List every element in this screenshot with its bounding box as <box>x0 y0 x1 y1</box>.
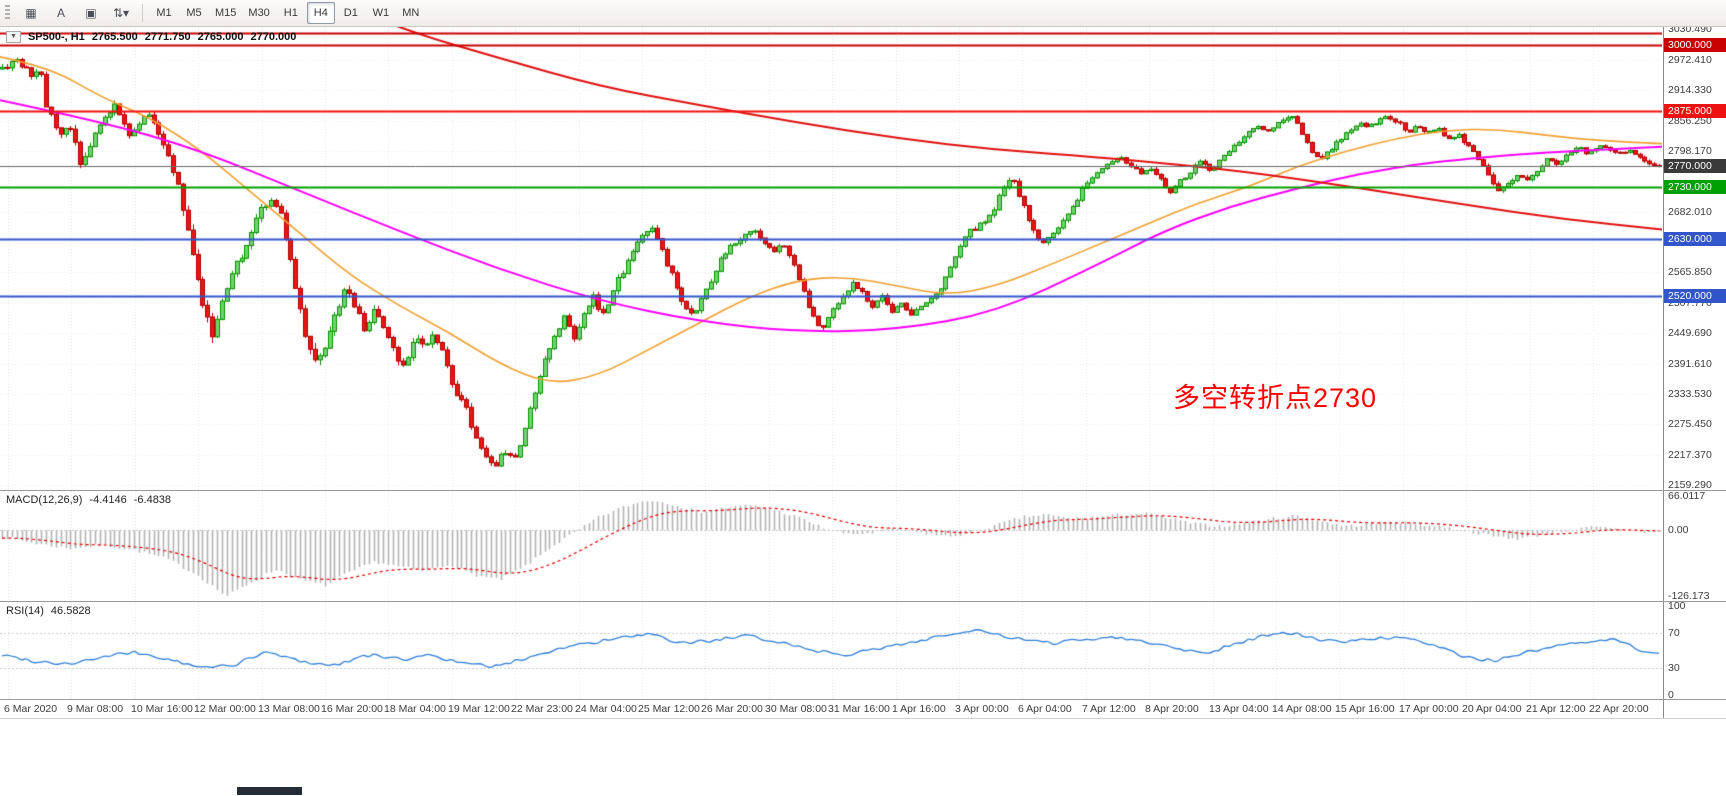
ohlc-close: 2770.000 <box>250 31 297 43</box>
price-axis-label: 2275.450 <box>1668 418 1712 430</box>
time-axis[interactable]: 6 Mar 2020 9 Mar 08:00 10 Mar 16:00 12 Mar … <box>0 700 1663 718</box>
ohlc-open: 2765.500 <box>91 31 138 43</box>
bottom-strip <box>0 718 1726 796</box>
price-axis-label: 2217.370 <box>1668 449 1712 461</box>
time-axis-label: 6 Mar 2020 <box>4 703 58 715</box>
price-level-badge: 2770.000 <box>1664 159 1726 173</box>
text-tool-icon[interactable]: A <box>56 6 65 20</box>
time-axis-label: 31 Mar 16:00 <box>828 703 890 715</box>
time-axis-label: 13 Mar 08:00 <box>258 703 320 715</box>
timeframe-button-h1[interactable]: H1 <box>283 7 298 19</box>
timeframe-button-d1[interactable]: D1 <box>343 7 358 19</box>
time-axis-label: 18 Mar 04:00 <box>384 703 446 715</box>
time-axis-label: 12 Mar 00:00 <box>194 703 256 715</box>
price-axis-label: 2449.690 <box>1668 327 1712 339</box>
rsi-label: RSI(14) <box>6 605 44 617</box>
macd-axis-label: 0.00 <box>1668 524 1689 536</box>
timeframe-button-m30[interactable]: M30 <box>248 7 270 19</box>
price-level-badge: 3000.000 <box>1664 38 1726 52</box>
time-axis-label: 10 Mar 16:00 <box>131 703 193 715</box>
time-axis-label: 22 Mar 23:00 <box>511 703 573 715</box>
ohlc-high: 2771.750 <box>144 31 191 43</box>
timeframe-button-w1[interactable]: W1 <box>372 7 390 19</box>
price-axis-label: 2682.010 <box>1668 206 1712 218</box>
chart-window-icon[interactable]: ▦ <box>25 6 37 20</box>
macd-axis-label: 66.0117 <box>1668 490 1706 502</box>
timeframe-button-mn[interactable]: MN <box>402 7 420 19</box>
timeframe-button-h4[interactable]: H4 <box>306 2 335 24</box>
rsi-axis-label: 100 <box>1668 600 1686 612</box>
rsi-axis-label: 30 <box>1668 662 1680 674</box>
toolbar-separator <box>142 4 143 22</box>
timeframe-button-m1[interactable]: M1 <box>156 7 172 19</box>
time-axis-label: 14 Apr 08:00 <box>1272 703 1332 715</box>
macd-label: MACD(12,26,9) <box>6 494 83 506</box>
price-axis-label: 2159.290 <box>1668 479 1712 491</box>
rsi-header: RSI(14) 46.5828 <box>6 605 91 617</box>
timeframe-button-m5[interactable]: M5 <box>186 7 202 19</box>
price-axis[interactable]: 3030.490 2972.410 2914.330 2856.250 2798.170… <box>1663 23 1726 718</box>
collapse-chart-button[interactable]: ▼ <box>6 31 21 43</box>
time-axis-label: 3 Apr 00:00 <box>955 703 1009 715</box>
macd-pane: MACD(12,26,9) -4.4146 -6.4838 <box>0 491 1663 601</box>
timeframe-button-m15[interactable]: M15 <box>215 7 237 19</box>
rsi-axis-label: 70 <box>1668 627 1680 639</box>
macd-value: -4.4146 <box>89 494 127 506</box>
object-tool-icon[interactable]: ▣ <box>85 6 97 20</box>
time-axis-label: 22 Apr 20:00 <box>1589 703 1649 715</box>
price-axis-label: 2333.530 <box>1668 388 1712 400</box>
drawing-tools-dropdown-icon[interactable]: ⇅▾ <box>112 6 130 20</box>
price-level-badge: 2520.000 <box>1664 289 1726 303</box>
time-axis-label: 7 Apr 12:00 <box>1082 703 1136 715</box>
time-axis-label: 21 Apr 12:00 <box>1526 703 1586 715</box>
price-axis-label: 2914.330 <box>1668 84 1712 96</box>
time-axis-border <box>0 718 1726 719</box>
time-axis-label: 20 Apr 04:00 <box>1462 703 1522 715</box>
time-axis-label: 16 Mar 20:00 <box>321 703 383 715</box>
toolbar-grip[interactable] <box>5 5 10 21</box>
price-axis-label: 2798.170 <box>1668 145 1712 157</box>
price-axis-label: 2391.610 <box>1668 358 1712 370</box>
pane-divider[interactable] <box>0 490 1726 491</box>
time-axis-label: 1 Apr 16:00 <box>892 703 946 715</box>
time-axis-label: 6 Apr 04:00 <box>1018 703 1072 715</box>
price-level-badge: 2630.000 <box>1664 232 1726 246</box>
price-axis-label: 2856.250 <box>1668 115 1712 127</box>
pane-divider <box>0 699 1726 700</box>
time-axis-label: 17 Apr 00:00 <box>1399 703 1459 715</box>
chart-annotation-text: 多空转折点2730 <box>1173 383 1378 413</box>
macd-axis-label: -126.173 <box>1668 590 1710 602</box>
pane-divider[interactable] <box>0 601 1726 602</box>
toolbar: ▦ A ▣ ⇅▾ M1 M5 M15 M30 H1 H4 D1 W1 MN <box>0 0 1726 27</box>
price-pane: ▼ SP500-, H1 2765.500 2771.750 2765.000 … <box>0 27 1663 490</box>
time-axis-label: 25 Mar 12:00 <box>638 703 700 715</box>
ohlc-low: 2765.000 <box>197 31 244 43</box>
price-level-badge: 2875.000 <box>1664 104 1726 118</box>
tool-buttons: ▦ A ▣ ⇅▾ <box>17 2 135 24</box>
time-axis-label: 13 Apr 04:00 <box>1209 703 1269 715</box>
price-axis-label: 2565.850 <box>1668 266 1712 278</box>
time-axis-label: 8 Apr 20:00 <box>1145 703 1199 715</box>
price-chart-canvas[interactable] <box>0 27 1662 490</box>
macd-canvas[interactable] <box>0 491 1662 601</box>
rsi-canvas[interactable] <box>0 602 1662 699</box>
price-axis-label: 2972.410 <box>1668 54 1712 66</box>
time-axis-label: 15 Apr 16:00 <box>1335 703 1395 715</box>
timeframe-buttons: M1 M5 M15 M30 H1 H4 D1 W1 MN <box>150 2 425 24</box>
time-axis-label: 24 Mar 04:00 <box>575 703 637 715</box>
macd-header: MACD(12,26,9) -4.4146 -6.4838 <box>6 494 171 506</box>
time-axis-label: 26 Mar 20:00 <box>701 703 763 715</box>
rsi-pane: RSI(14) 46.5828 <box>0 602 1663 699</box>
time-axis-label: 19 Mar 12:00 <box>448 703 510 715</box>
chart-header: ▼ SP500-, H1 2765.500 2771.750 2765.000 … <box>6 31 296 43</box>
symbol-timeframe-label: SP500-, H1 <box>27 31 85 43</box>
rsi-value: 46.5828 <box>50 605 91 617</box>
price-level-badge: 2730.000 <box>1664 180 1726 194</box>
rsi-axis-label: 0 <box>1668 689 1674 701</box>
macd-signal-value: -6.4838 <box>133 494 172 506</box>
time-axis-label: 9 Mar 08:00 <box>67 703 124 715</box>
h-scrollbar-thumb[interactable] <box>237 787 302 795</box>
time-axis-label: 30 Mar 08:00 <box>765 703 827 715</box>
